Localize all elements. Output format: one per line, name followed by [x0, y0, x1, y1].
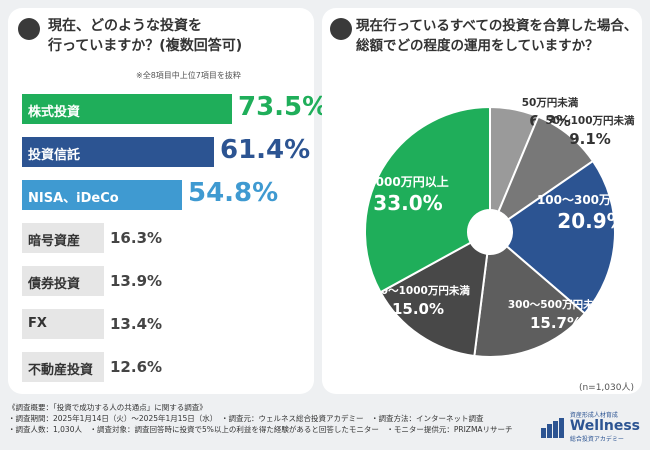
donut-slice — [473, 244, 587, 358]
donut-chart: 50万円未満6.3%50〜100万円未満9.1%100〜300万円未満20.9%… — [364, 96, 642, 358]
left-question: 現在、どのような投資を 行っていますか？(複数回答可) — [48, 16, 242, 56]
bar-label: 株式投資 — [28, 105, 81, 120]
right-panel: 現在行っているすべての投資を合算した場合、 総額でどの程度の運用をしていますか？… — [322, 8, 642, 394]
bar-label: 暗号資産 — [28, 234, 81, 249]
slice-category-label: 500〜1000万円未満 — [366, 284, 470, 297]
slice-category-label: 300〜500万円未満 — [508, 298, 605, 311]
bar-value-label: 54.8% — [188, 178, 279, 208]
bar-5: 債券投資 — [22, 266, 104, 296]
slice-category-label: 50万円未満 — [522, 96, 579, 109]
slice-category-label: 50〜100万円未満 — [545, 114, 635, 127]
slice-category-label: 100〜300万円未満 — [537, 192, 642, 207]
right-question-line-1: 現在行っているすべての投資を合算した場合、 — [356, 18, 638, 34]
footer-line-2: ・調査期間：2025年1月14日（火）〜2025年1月15日（水） ・調査元：ウ… — [8, 414, 484, 423]
bar-value-label: 61.4% — [220, 135, 311, 165]
slice-value-label: 33.0% — [373, 191, 442, 215]
bar-7: 不動産投資 — [22, 352, 104, 382]
donut-slice — [379, 241, 489, 358]
brand-logo: 資産形成人材育成 Wellness 総合投資アカデミー — [540, 410, 640, 443]
donut-center — [469, 211, 511, 253]
slice-value-label: 15.0% — [392, 300, 444, 318]
left-panel: 現在、どのような投資を 行っていますか？(複数回答可) ※全8項目中上位7項目を… — [8, 8, 328, 394]
brand-sub-text: 総合投資アカデミー — [569, 436, 624, 443]
brand-small-text: 資産形成人材育成 — [569, 412, 618, 419]
sample-size-note: (n=1,030人) — [578, 383, 634, 393]
bar-label: NISA、iDeCo — [28, 191, 119, 206]
slice-category-label: 1000万円以上 — [367, 174, 448, 189]
left-question-line-2: 行っていますか？(複数回答可) — [48, 38, 243, 54]
bar-label: 不動産投資 — [28, 363, 94, 378]
bar-value-label: 12.6% — [110, 358, 163, 376]
donut-slice — [364, 105, 491, 294]
left-question-line-1: 現在、どのような投資を — [48, 18, 202, 34]
right-question: 現在行っているすべての投資を合算した場合、 総額でどの程度の運用をしていますか？ — [356, 16, 637, 56]
question-icon — [18, 18, 40, 40]
footer-line-3: ・調査人数：1,030人 ・調査対象：調査回答時に投資で5%以上の利益を得た経験… — [8, 425, 513, 434]
slice-value-label: 20.9% — [557, 209, 626, 233]
wellness-logo-icon — [540, 418, 564, 438]
bar-6: FX — [22, 309, 104, 339]
bar-3: NISA、iDeCo — [22, 180, 182, 210]
bar-2: 投資信託 — [22, 137, 214, 167]
slice-value-label: 9.1% — [569, 130, 611, 148]
right-question-line-2: 総額でどの程度の運用をしていますか？ — [356, 38, 599, 54]
survey-footer: 《調査概要：「投資で成功する人の共通点」に関する調査》 ・調査期間：2025年1… — [8, 402, 642, 448]
left-note: ※全8項目中上位7項目を抜粋 — [136, 71, 241, 80]
bar-value-label: 13.4% — [110, 315, 163, 333]
bar-label: 債券投資 — [28, 277, 81, 292]
slice-value-label: 15.7% — [530, 314, 582, 332]
bar-value-label: 16.3% — [110, 229, 163, 247]
bar-value-label: 13.9% — [110, 272, 163, 290]
bar-value-label: 73.5% — [238, 92, 329, 122]
brand-name: Wellness — [569, 418, 640, 434]
bar-label: 投資信託 — [28, 148, 81, 163]
bar-1: 株式投資 — [22, 94, 232, 124]
bar-label: FX — [28, 316, 47, 331]
footer-line-1: 《調査概要：「投資で成功する人の共通点」に関する調査》 — [8, 403, 207, 412]
donut-slice — [505, 159, 616, 315]
question-icon — [330, 18, 352, 40]
bar-4: 暗号資産 — [22, 223, 104, 253]
